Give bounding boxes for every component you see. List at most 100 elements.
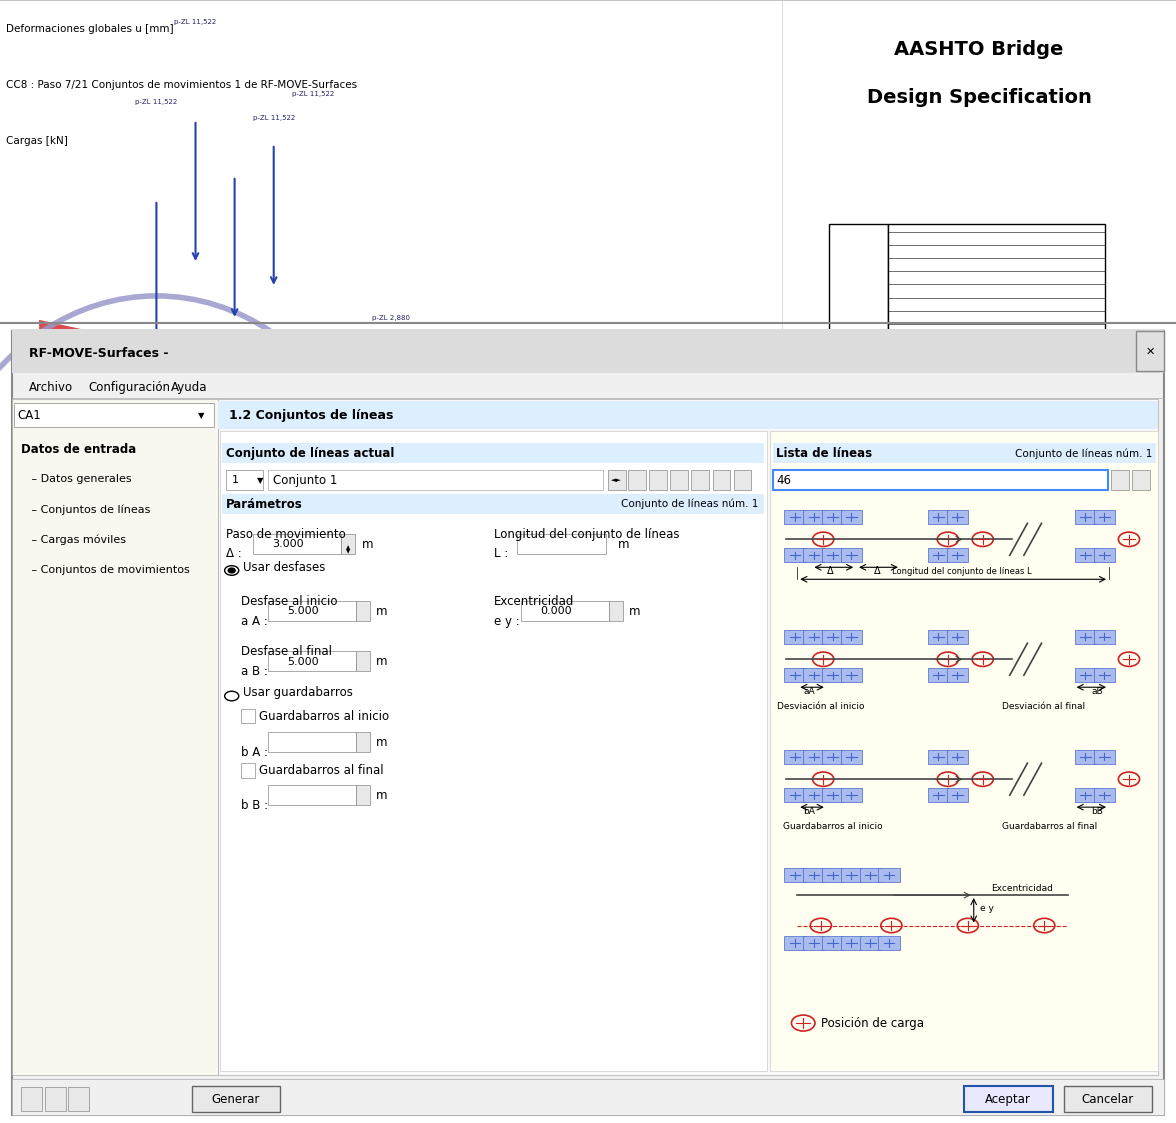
Bar <box>803 668 824 683</box>
Text: ◄►: ◄► <box>610 477 622 483</box>
Bar <box>878 868 900 883</box>
Bar <box>12 400 218 1075</box>
Text: Desviación al final: Desviación al final <box>1002 702 1085 711</box>
Text: Guardabarros al final: Guardabarros al final <box>1002 822 1097 831</box>
Bar <box>1075 510 1096 524</box>
Bar <box>784 630 806 645</box>
Bar <box>734 469 751 490</box>
Bar <box>928 668 949 683</box>
Bar <box>784 749 806 764</box>
Bar <box>226 469 263 490</box>
Bar <box>947 548 968 563</box>
Text: Usar guardabarros: Usar guardabarros <box>243 686 353 700</box>
Bar <box>45 1087 66 1111</box>
Bar <box>12 329 1164 373</box>
Bar <box>241 764 255 777</box>
Bar <box>803 788 824 802</box>
Circle shape <box>878 676 898 715</box>
Text: m: m <box>617 538 629 550</box>
Text: m: m <box>376 655 388 668</box>
Circle shape <box>908 336 931 384</box>
Bar <box>1075 548 1096 563</box>
Polygon shape <box>313 380 368 623</box>
Bar <box>822 749 843 764</box>
Bar <box>860 868 881 883</box>
Text: L :: L : <box>494 547 508 560</box>
Text: ▼: ▼ <box>198 411 205 420</box>
Bar <box>268 651 356 672</box>
Bar <box>803 630 824 645</box>
Bar <box>356 651 370 672</box>
Bar <box>1136 331 1164 372</box>
Bar <box>784 510 806 524</box>
Bar <box>670 469 688 490</box>
Bar <box>1094 668 1115 683</box>
Text: a B :: a B : <box>241 665 268 678</box>
Bar <box>841 868 862 883</box>
Text: Guardabarros al final: Guardabarros al final <box>259 764 383 777</box>
Text: m: m <box>376 605 388 618</box>
Bar <box>192 1086 280 1112</box>
Text: 32.0 KIP: 32.0 KIP <box>1069 408 1109 418</box>
Bar <box>517 533 606 554</box>
Bar <box>1064 1086 1152 1112</box>
Bar <box>964 1086 1053 1112</box>
Polygon shape <box>422 404 477 631</box>
Circle shape <box>834 336 857 384</box>
Text: 0.000: 0.000 <box>541 606 572 617</box>
Polygon shape <box>368 392 422 628</box>
Bar <box>860 935 881 950</box>
Text: p-ZL 11,522: p-ZL 11,522 <box>253 115 295 121</box>
Bar <box>803 749 824 764</box>
Bar <box>773 444 1156 464</box>
Bar <box>1075 630 1096 645</box>
Polygon shape <box>532 428 587 640</box>
Text: Excentricidad: Excentricidad <box>494 595 574 609</box>
Text: 3.6.1.2.3—Design Tandem: 3.6.1.2.3—Design Tandem <box>915 776 1043 786</box>
Bar <box>947 630 968 645</box>
Bar <box>901 559 978 679</box>
Bar <box>841 630 862 645</box>
Text: p-ZL 11,522: p-ZL 11,522 <box>292 91 334 97</box>
Bar <box>1075 788 1096 802</box>
Text: 32.0 KIP: 32.0 KIP <box>940 408 980 418</box>
Bar <box>1094 548 1115 563</box>
Bar <box>21 1087 42 1111</box>
Text: – Cargas móviles: – Cargas móviles <box>21 535 126 545</box>
Text: Excentricidad: Excentricidad <box>991 884 1054 893</box>
Bar <box>822 548 843 563</box>
Text: Usar desfases: Usar desfases <box>243 560 326 574</box>
Bar <box>609 601 623 621</box>
Bar <box>222 444 764 464</box>
Text: m: m <box>376 736 388 749</box>
Bar <box>803 510 824 524</box>
Text: Lista de líneas: Lista de líneas <box>776 447 873 460</box>
Bar <box>773 469 1108 490</box>
Text: ✕: ✕ <box>1145 346 1155 356</box>
Text: Ayuda: Ayuda <box>171 381 207 394</box>
Bar <box>841 668 862 683</box>
Bar <box>521 601 609 621</box>
Circle shape <box>1077 336 1101 384</box>
Text: ▼: ▼ <box>346 549 350 555</box>
Text: Conjunto de líneas actual: Conjunto de líneas actual <box>226 447 394 460</box>
Bar <box>841 935 862 950</box>
Text: m: m <box>629 605 641 618</box>
Bar <box>822 668 843 683</box>
Polygon shape <box>203 356 258 615</box>
Bar <box>691 469 709 490</box>
Text: 1: 1 <box>232 475 239 485</box>
Bar <box>947 788 968 802</box>
Bar <box>1075 668 1096 683</box>
Text: 8.0 KIP: 8.0 KIP <box>828 408 862 418</box>
Bar <box>942 572 973 676</box>
Text: Design Specification: Design Specification <box>867 88 1091 107</box>
Text: Desviación al inicio: Desviación al inicio <box>777 702 864 711</box>
Circle shape <box>987 686 996 705</box>
Text: – Datos generales: – Datos generales <box>21 474 132 484</box>
Bar <box>220 431 767 1071</box>
Bar <box>947 510 968 524</box>
Bar <box>947 668 968 683</box>
Circle shape <box>981 676 1001 715</box>
Bar <box>14 403 214 428</box>
